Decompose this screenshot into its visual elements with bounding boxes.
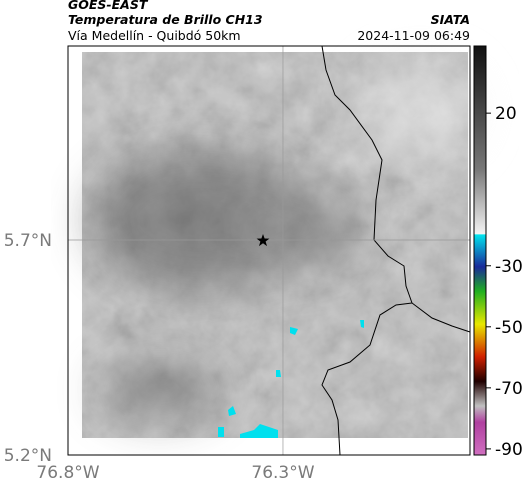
subtitle: Vía Medellín - Quibdó 50km xyxy=(68,28,241,43)
y-tick-label: 5.2°N xyxy=(4,446,52,466)
x-tick-label: 76.8°W xyxy=(36,463,99,483)
colorbar-label: -70 xyxy=(495,379,523,399)
colorbar-label: -90 xyxy=(495,440,523,460)
colorbar xyxy=(473,45,487,456)
map-frame xyxy=(67,45,471,456)
colorbar-label: -30 xyxy=(495,257,523,277)
satellite-image xyxy=(82,45,480,456)
location-marker xyxy=(256,234,270,247)
source: GOES-EAST xyxy=(68,0,149,12)
credit: SIATA xyxy=(431,12,470,27)
y-tick-label: 5.7°N xyxy=(4,231,52,251)
colorbar-label: -50 xyxy=(495,318,523,338)
timestamp: 2024-11-09 06:49 xyxy=(357,28,470,43)
x-tick-label: 76.3°W xyxy=(251,463,314,483)
title: Temperatura de Brillo CH13 xyxy=(68,12,263,27)
colorbar-label: 20 xyxy=(495,104,517,124)
labels: 76.8°W 76.3°W 5.2°N 5.7°N 20 -30 -50 -70 -90 xyxy=(4,104,523,483)
